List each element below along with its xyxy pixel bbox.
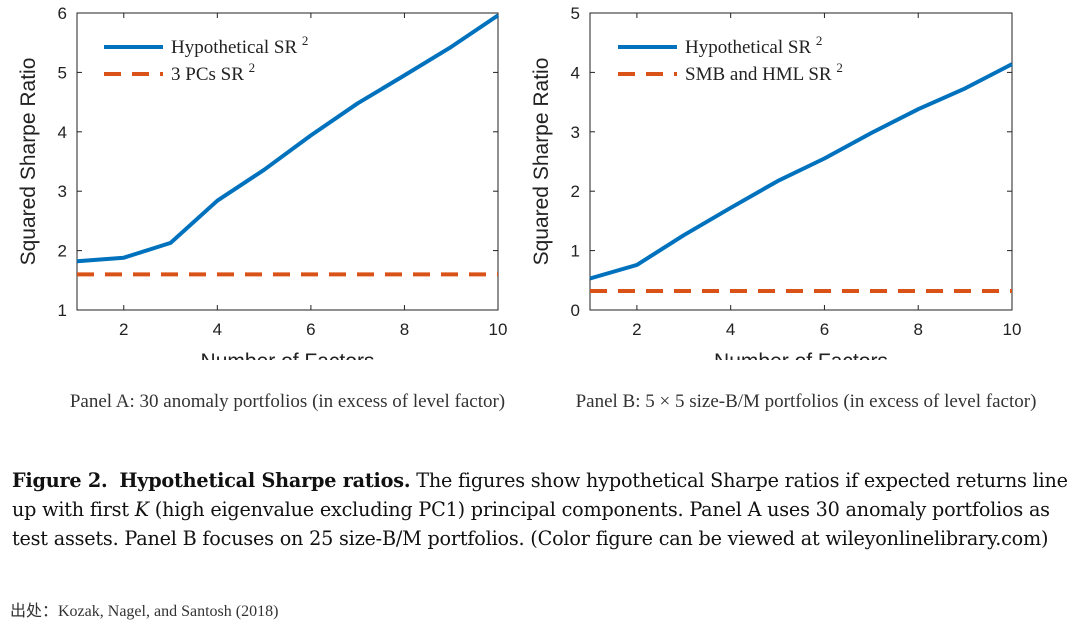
panel-b-legend-label-2: SMB and HML SR 2 [685, 60, 843, 85]
panel-a-axes-box [76, 12, 499, 311]
panel-b-legend-label-1: Hypothetical SR 2 [685, 33, 822, 58]
panel-a-series-line-1 [76, 13, 500, 264]
caption-k-symbol: K [134, 498, 149, 521]
figure-charts: 246810123456Number of FactorsSquared Sha… [17, 4, 1021, 360]
panel-b-y-tick-label: 2 [571, 182, 580, 201]
panel-a-chart: 246810123456Number of FactorsSquared Sha… [17, 4, 507, 360]
panel-b-series-line-1 [589, 62, 1013, 281]
panel-a-x-axis-title: Number of Factors [201, 350, 375, 360]
panel-b-legend-superscript: 2 [836, 60, 843, 75]
panel-a-x-tick-label: 8 [400, 320, 409, 339]
caption-text-part-2: (high eigenvalue excluding PC1) principa… [12, 498, 1050, 550]
panel-a-y-tick-label: 3 [58, 182, 67, 201]
panel-b-x-axis-title: Number of Factors [714, 350, 888, 360]
panel-b-y-tick-label: 0 [571, 301, 580, 320]
panel-a-caption: Panel A: 30 anomaly portfolios (in exces… [69, 391, 506, 412]
caption-text-part-1: The figures show hypothetical Sharpe rat… [12, 469, 1068, 521]
panel-b-x-tick-label: 2 [632, 320, 641, 339]
panel-a-x-tick-label: 4 [213, 320, 222, 339]
panel-a-y-tick-label: 5 [58, 63, 67, 82]
figure-title: Hypothetical Sharpe ratios. [119, 469, 411, 492]
panel-b-x-tick-label: 4 [726, 320, 735, 339]
panel-a-y-tick-label: 6 [58, 4, 67, 23]
panel-b-y-tick-label: 4 [571, 63, 580, 82]
panel-a-y-tick-label: 2 [58, 242, 67, 261]
panel-a-legend-superscript: 2 [302, 33, 309, 48]
figure-label: Figure 2. [12, 469, 108, 492]
panel-b-caption: Panel B: 5 × 5 size-B/M portfolios (in e… [575, 391, 1037, 412]
panel-b-y-tick-label: 5 [571, 4, 580, 23]
panel-a-x-tick-label: 2 [119, 320, 128, 339]
panel-a-legend-label-2: 3 PCs SR 2 [171, 60, 255, 85]
panel-b-axes-box [589, 12, 1013, 311]
panel-b-chart: 2 4 6 8 10 0 1 2 3 4 5 Number of Factors Squared Sha… [530, 4, 1021, 360]
panel-b-legend-superscript: 2 [816, 33, 823, 48]
panel-b-x-tick-label: 10 [1003, 320, 1022, 339]
source-citation: 出处：Kozak, Nagel, and Santosh (2018) [10, 603, 279, 620]
panel-a-y-tick-label: 1 [58, 301, 67, 320]
panel-a-legend-superscript: 2 [249, 60, 256, 75]
panel-b-y-tick-label: 3 [571, 123, 580, 142]
panel-b-y-tick-label: 1 [571, 242, 580, 261]
panel-a-x-tick-label: 10 [489, 320, 508, 339]
panel-b-x-tick-label: 6 [820, 320, 829, 339]
panel-a-legend-label-1: Hypothetical SR 2 [171, 33, 308, 58]
panel-b-x-tick-label: 8 [913, 320, 922, 339]
panel-b-y-axis-title: Squared Sharpe Ratio [530, 58, 553, 266]
panel-a-x-tick-label: 6 [306, 320, 315, 339]
panel-a-y-tick-label: 4 [58, 123, 67, 142]
figure-caption: Figure 2. Hypothetical Sharpe ratios. Th… [12, 466, 1072, 553]
panel-a-y-axis-title: Squared Sharpe Ratio [17, 58, 40, 266]
